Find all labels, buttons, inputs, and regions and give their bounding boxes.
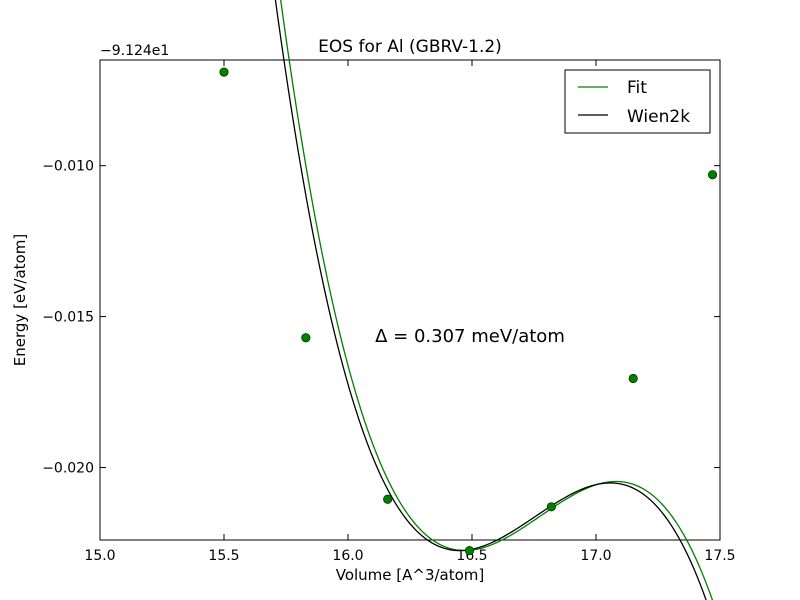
x-tick-label: 16.5 [456, 548, 487, 564]
data-point [219, 67, 229, 77]
x-tick-label: 16.0 [332, 548, 363, 564]
ticks-layer: 15.0 15.5 16.0 16.5 17.0 17.5 −0.010 −0.015 −0.0… [42, 60, 736, 564]
y-tick-label: −0.015 [42, 310, 94, 326]
legend-wien2k-label: Wien2k [627, 107, 690, 127]
x-tick-label: 15.0 [84, 548, 115, 564]
y-offset-label: −9.124e1 [100, 43, 169, 59]
x-tick-label: 17.0 [580, 548, 611, 564]
legend-fit-label: Fit [627, 78, 647, 98]
legend: Fit Wien2k [564, 69, 711, 134]
data-point [707, 170, 718, 180]
y-tick-label: −0.010 [42, 159, 94, 175]
data-point [383, 494, 393, 504]
data-point [301, 333, 311, 343]
data-point [464, 545, 475, 556]
legend-box [564, 69, 711, 134]
y-axis-label: Energy [eV/atom] [11, 234, 29, 366]
data-point [628, 373, 638, 384]
chart-title: EOS for Al (GBRV-1.2) [318, 37, 502, 57]
points-layer [219, 67, 718, 556]
data-point [546, 502, 556, 512]
y-tick-label: −0.020 [42, 461, 94, 477]
x-tick-label: 17.5 [704, 548, 735, 564]
delta-annotation: Δ = 0.307 meV/atom [375, 326, 565, 347]
plot-frame [99, 59, 721, 541]
x-axis-label: Volume [A^3/atom] [336, 566, 485, 584]
x-tick-label: 15.5 [208, 548, 239, 564]
